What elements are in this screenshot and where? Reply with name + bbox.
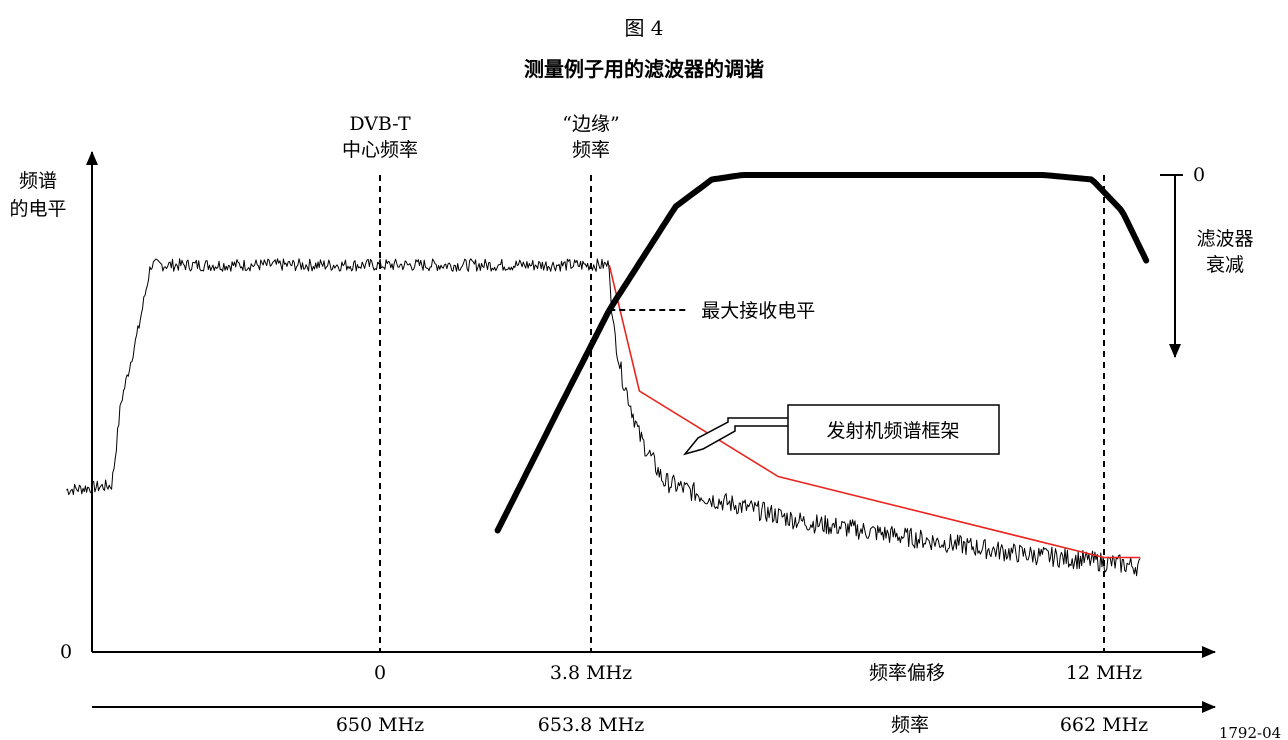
figure-title: 测量例子用的滤波器的调谐 [524, 57, 764, 81]
attenuation-zero-label: 0 [1193, 164, 1205, 186]
offset-tick-3-8: 3.8 MHz [550, 662, 632, 684]
figure-number: 图 4 [624, 16, 664, 40]
mask-callout-arrow [682, 417, 788, 456]
edge-frequency-label-line1: “边缘” [562, 113, 619, 135]
filter-response-line [494, 172, 1150, 534]
attenuation-label-line2: 衰减 [1206, 254, 1244, 276]
y-axis-label-line1: 频谱 [19, 170, 57, 192]
edge-frequency-label-line2: 频率 [572, 139, 610, 161]
frequency-tick-662: 662 MHz [1060, 714, 1148, 736]
frequency-axis-label: 频率 [891, 714, 929, 736]
max-level-label: 最大接收电平 [701, 300, 815, 322]
offset-axis-label: 频率偏移 [869, 662, 945, 684]
frequency-tick-653-8: 653.8 MHz [538, 714, 644, 736]
figure-reference: 1792-04 [1219, 724, 1281, 740]
mask-callout-label: 发射机频谱框架 [826, 420, 959, 442]
center-frequency-label-line1: DVB-T [349, 113, 411, 135]
offset-tick-12: 12 MHz [1066, 662, 1142, 684]
mask-callout-box [787, 404, 1000, 455]
received-spectrum-line [65, 258, 1141, 577]
transmitter-mask-line [608, 264, 1141, 559]
offset-tick-0: 0 [374, 662, 386, 684]
attenuation-label-line1: 滤波器 [1196, 228, 1253, 250]
y-axis-label-line2: 的电平 [9, 198, 66, 220]
center-frequency-label-line2: 中心频率 [342, 139, 418, 161]
y-origin-label: 0 [60, 641, 72, 663]
frequency-tick-650: 650 MHz [336, 714, 424, 736]
